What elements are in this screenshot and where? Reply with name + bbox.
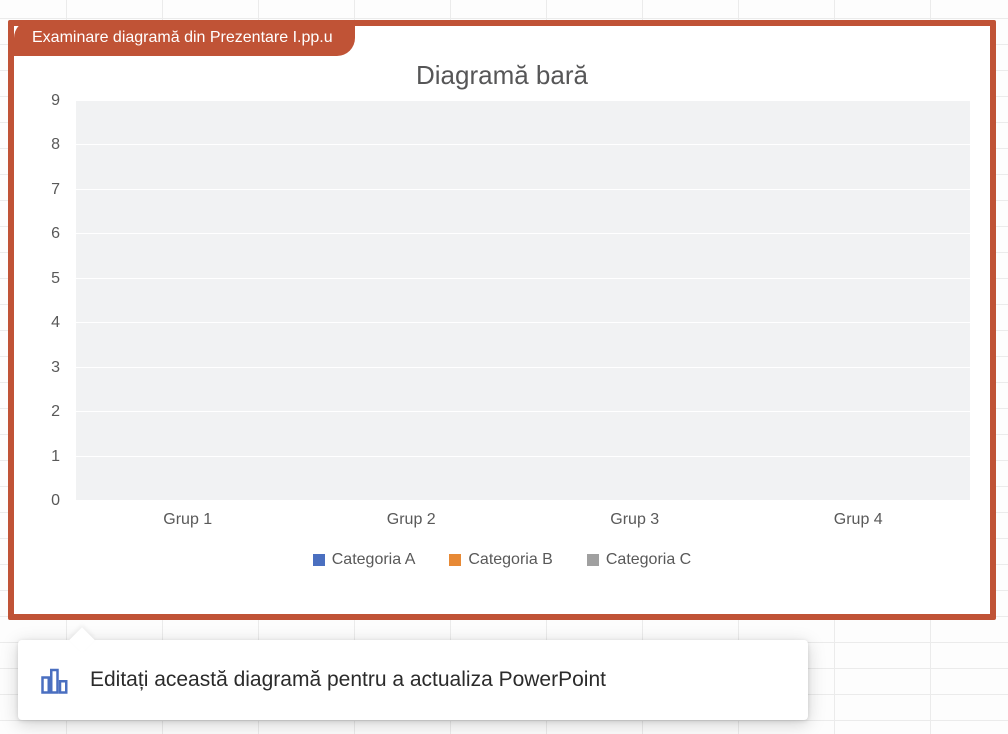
chart-legend-item: Categoria B (449, 551, 553, 569)
chart-legend-label: Categoria C (606, 551, 691, 569)
edit-chart-callout[interactable]: Editați această diagramă pentru a actual… (18, 640, 808, 720)
chart-legend-label: Categoria B (468, 551, 553, 569)
chart-y-tick-label: 0 (51, 492, 60, 510)
chart-plot-area (76, 101, 970, 501)
chart-plot-wrap: 0123456789 (28, 101, 976, 501)
chart-gridline (76, 278, 970, 279)
chart-x-tick-label: Grup 1 (76, 511, 300, 529)
chart-legend: Categoria A Categoria B Categoria C (28, 551, 976, 569)
chart-legend-swatch (449, 554, 461, 566)
chart-gridline (76, 100, 970, 101)
chart-source-tab: Examinare diagramă din Prezentare I.pp.u (14, 20, 355, 56)
chart-gridline (76, 233, 970, 234)
bar-chart-icon (40, 665, 70, 695)
chart-y-tick-label: 1 (51, 448, 60, 466)
chart-y-tick-label: 9 (51, 92, 60, 110)
chart-bars-container (76, 101, 970, 501)
chart-gridline (76, 456, 970, 457)
chart-gridline (76, 144, 970, 145)
chart-y-tick-label: 3 (51, 359, 60, 377)
chart-y-tick-label: 7 (51, 181, 60, 199)
chart-x-tick-label: Grup 4 (747, 511, 971, 529)
chart-legend-item: Categoria C (587, 551, 691, 569)
chart-y-tick-label: 5 (51, 270, 60, 288)
chart-legend-swatch (313, 554, 325, 566)
chart-gridline (76, 367, 970, 368)
chart-title: Diagramă bară (28, 60, 976, 91)
edit-chart-callout-text: Editați această diagramă pentru a actual… (90, 668, 606, 692)
chart-embedded-object[interactable]: Examinare diagramă din Prezentare I.pp.u… (8, 20, 996, 620)
chart-y-axis: 0123456789 (28, 101, 68, 501)
chart-x-axis: Grup 1Grup 2Grup 3Grup 4 (76, 501, 970, 529)
chart-x-tick-label: Grup 2 (300, 511, 524, 529)
chart-legend-label: Categoria A (332, 551, 416, 569)
chart-gridline (76, 322, 970, 323)
chart-gridline (76, 189, 970, 190)
chart-y-tick-label: 6 (51, 225, 60, 243)
chart-gridline (76, 411, 970, 412)
chart-y-tick-label: 4 (51, 314, 60, 332)
chart-legend-swatch (587, 554, 599, 566)
chart-x-tick-label: Grup 3 (523, 511, 747, 529)
chart-y-tick-label: 2 (51, 403, 60, 421)
chart-y-tick-label: 8 (51, 136, 60, 154)
chart-legend-item: Categoria A (313, 551, 416, 569)
chart-area: Diagramă bară 0123456789 Grup 1Grup 2Gru… (28, 60, 976, 600)
